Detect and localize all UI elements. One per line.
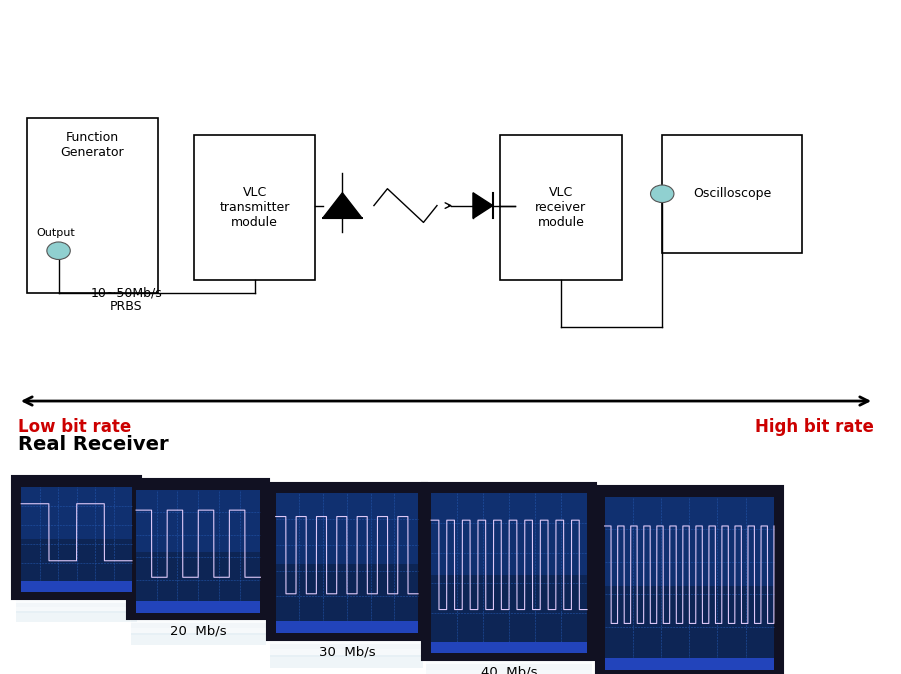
- Circle shape: [47, 242, 70, 259]
- FancyBboxPatch shape: [599, 671, 779, 674]
- FancyBboxPatch shape: [431, 493, 587, 642]
- FancyBboxPatch shape: [270, 644, 423, 657]
- Text: VLC
receiver
module: VLC receiver module: [535, 186, 587, 228]
- Polygon shape: [323, 193, 362, 218]
- Text: VLC
transmitter
module: VLC transmitter module: [219, 186, 290, 228]
- FancyBboxPatch shape: [22, 581, 132, 592]
- FancyBboxPatch shape: [425, 665, 593, 674]
- FancyBboxPatch shape: [22, 487, 132, 582]
- Polygon shape: [473, 193, 493, 218]
- FancyBboxPatch shape: [267, 483, 427, 640]
- FancyBboxPatch shape: [136, 601, 260, 613]
- FancyBboxPatch shape: [431, 493, 587, 576]
- FancyBboxPatch shape: [16, 603, 138, 613]
- Text: 20  Mb/s: 20 Mb/s: [170, 625, 226, 638]
- FancyBboxPatch shape: [22, 487, 132, 539]
- Text: Real Receiver: Real Receiver: [18, 435, 168, 454]
- FancyBboxPatch shape: [131, 623, 266, 636]
- FancyBboxPatch shape: [276, 493, 418, 564]
- FancyBboxPatch shape: [276, 493, 418, 622]
- FancyBboxPatch shape: [194, 135, 315, 280]
- Text: Function
Generator: Function Generator: [60, 131, 124, 160]
- FancyBboxPatch shape: [136, 490, 260, 551]
- FancyBboxPatch shape: [136, 490, 260, 602]
- FancyBboxPatch shape: [16, 611, 138, 621]
- FancyBboxPatch shape: [131, 616, 266, 628]
- FancyBboxPatch shape: [270, 636, 423, 649]
- FancyBboxPatch shape: [27, 118, 158, 293]
- FancyBboxPatch shape: [596, 486, 783, 674]
- FancyBboxPatch shape: [605, 497, 774, 586]
- FancyBboxPatch shape: [13, 476, 141, 599]
- Text: 30  Mb/s: 30 Mb/s: [319, 645, 375, 658]
- Text: PRBS: PRBS: [110, 301, 142, 313]
- FancyBboxPatch shape: [131, 633, 266, 645]
- FancyBboxPatch shape: [270, 654, 423, 669]
- Text: High bit rate: High bit rate: [755, 418, 874, 436]
- FancyBboxPatch shape: [500, 135, 622, 280]
- FancyBboxPatch shape: [127, 479, 269, 619]
- Circle shape: [651, 185, 674, 202]
- FancyBboxPatch shape: [431, 642, 587, 653]
- FancyBboxPatch shape: [422, 483, 596, 660]
- Text: Output: Output: [36, 228, 75, 237]
- Text: 40  Mb/s: 40 Mb/s: [481, 665, 537, 674]
- FancyBboxPatch shape: [605, 497, 774, 659]
- Text: Low bit rate: Low bit rate: [18, 418, 132, 436]
- Text: 10~50Mb/s: 10~50Mb/s: [90, 287, 162, 300]
- FancyBboxPatch shape: [605, 658, 774, 670]
- FancyBboxPatch shape: [425, 655, 593, 671]
- Text: Oscilloscope: Oscilloscope: [693, 187, 771, 200]
- FancyBboxPatch shape: [16, 596, 138, 607]
- FancyBboxPatch shape: [276, 621, 418, 633]
- FancyBboxPatch shape: [662, 135, 802, 253]
